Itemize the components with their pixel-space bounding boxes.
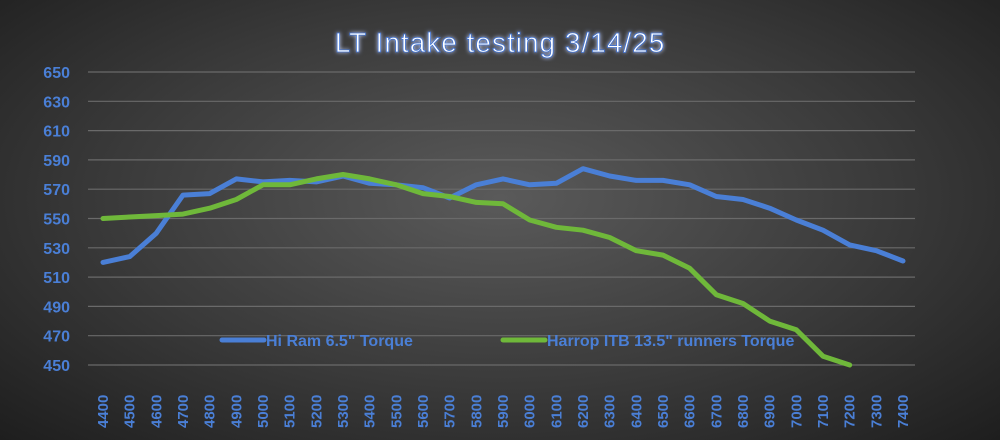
chart-title: LT Intake testing 3/14/25 [335, 27, 666, 58]
x-tick-label: 7400 [895, 395, 912, 428]
x-tick-label: 5000 [255, 395, 272, 428]
x-tick-label: 4900 [228, 395, 245, 428]
y-tick-label: 510 [43, 270, 70, 287]
x-tick-label: 5400 [362, 395, 379, 428]
legend-label: Harrop ITB 13.5" runners Torque [547, 333, 794, 350]
x-tick-label: 4800 [202, 395, 219, 428]
y-tick-label: 570 [43, 182, 70, 199]
x-tick-label: 7200 [842, 395, 859, 428]
x-tick-label: 7000 [788, 395, 805, 428]
x-tick-label: 5700 [442, 395, 459, 428]
x-tick-label: 6100 [548, 395, 565, 428]
x-tick-label: 6700 [708, 395, 725, 428]
x-tick-label: 6200 [575, 395, 592, 428]
y-tick-label: 610 [43, 124, 70, 141]
y-tick-label: 470 [43, 329, 70, 346]
y-tick-label: 550 [43, 212, 70, 229]
x-tick-label: 6400 [628, 395, 645, 428]
x-tick-label: 5500 [388, 395, 405, 428]
y-tick-label: 530 [43, 241, 70, 258]
legend-label: Hi Ram 6.5" Torque [266, 333, 413, 350]
y-tick-label: 590 [43, 153, 70, 170]
x-tick-label: 4500 [122, 395, 139, 428]
x-tick-label: 4400 [95, 395, 112, 428]
y-tick-label: 450 [43, 358, 70, 375]
x-tick-label: 5100 [282, 395, 299, 428]
x-tick-label: 6600 [682, 395, 699, 428]
x-tick-label: 4700 [175, 395, 192, 428]
x-tick-label: 5900 [495, 395, 512, 428]
x-tick-label: 6800 [735, 395, 752, 428]
x-tick-label: 7300 [868, 395, 885, 428]
x-tick-label: 5600 [415, 395, 432, 428]
y-tick-label: 650 [43, 65, 70, 82]
x-tick-label: 7100 [815, 395, 832, 428]
x-tick-label: 6300 [602, 395, 619, 428]
y-tick-label: 490 [43, 299, 70, 316]
y-tick-label: 630 [43, 94, 70, 111]
x-tick-label: 6900 [762, 395, 779, 428]
x-tick-label: 5800 [468, 395, 485, 428]
x-tick-label: 4600 [148, 395, 165, 428]
x-tick-label: 6000 [522, 395, 539, 428]
x-tick-label: 6500 [655, 395, 672, 428]
x-tick-label: 5200 [308, 395, 325, 428]
x-tick-label: 5300 [335, 395, 352, 428]
